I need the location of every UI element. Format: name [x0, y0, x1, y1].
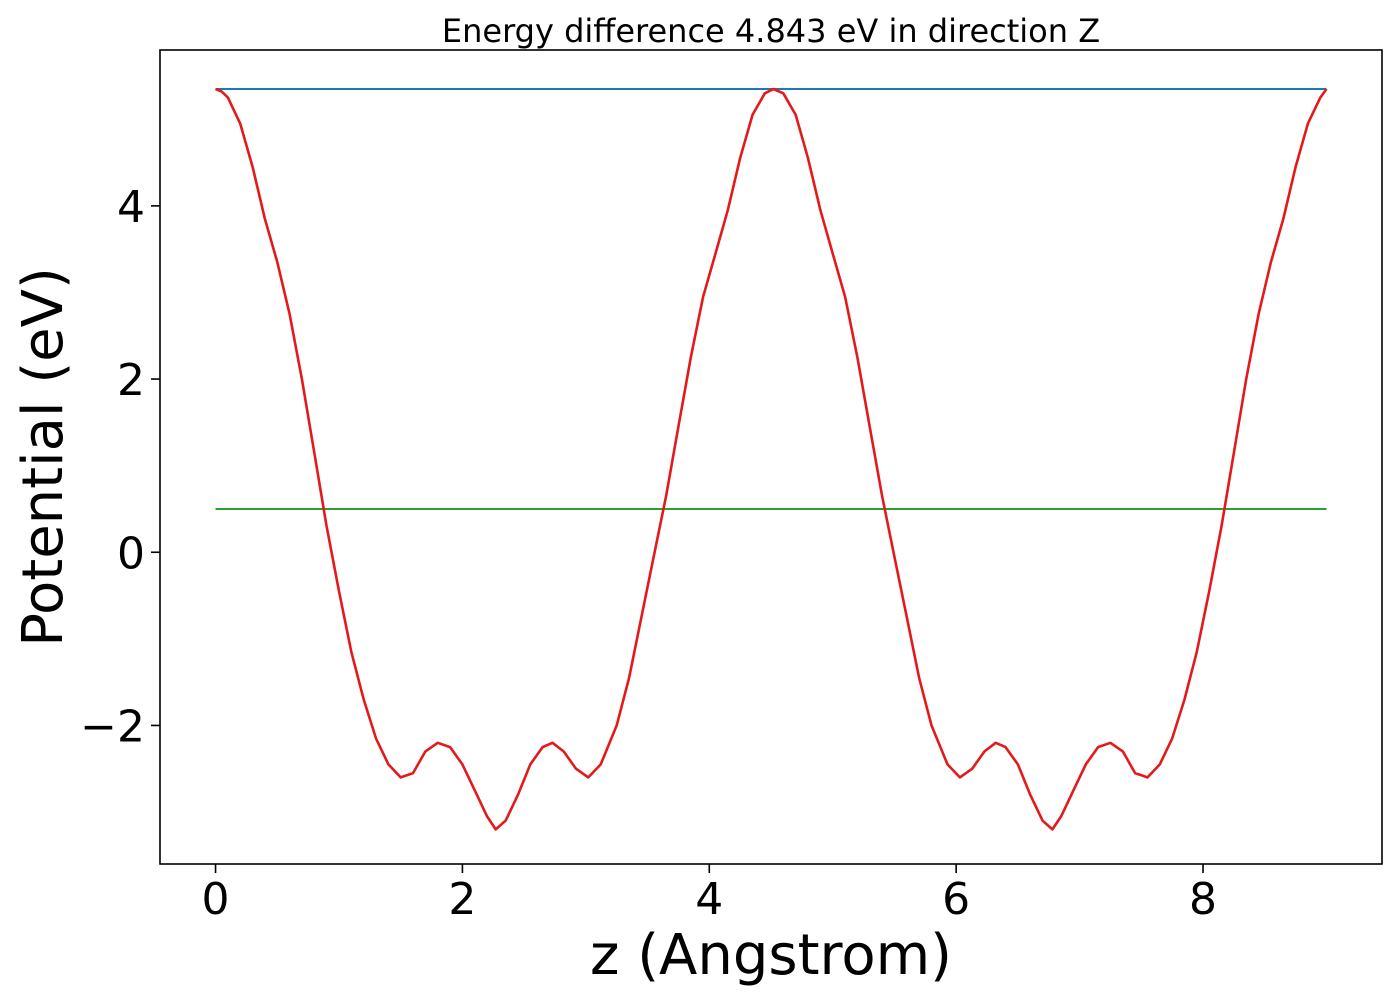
y-axis-ticks: −2 0 2 4	[80, 182, 160, 752]
y-tick-label: 2	[117, 355, 145, 406]
y-tick-label: 0	[117, 528, 145, 579]
x-tick-label: 8	[1189, 874, 1217, 925]
x-tick-label: 6	[942, 874, 970, 925]
y-tick-label: 4	[117, 182, 145, 233]
x-axis-label: z (Angstrom)	[590, 923, 952, 988]
x-tick-label: 2	[448, 874, 476, 925]
plot-area	[214, 87, 1328, 831]
x-tick-label: 0	[202, 874, 230, 925]
y-tick-label: −2	[80, 701, 145, 752]
x-axis-ticks: 0 2 4 6 8	[202, 864, 1217, 925]
series-line-2	[214, 87, 1328, 831]
chart-title: Energy difference 4.843 eV in direction …	[442, 12, 1100, 50]
y-axis-label: Potential (eV)	[11, 267, 76, 647]
x-tick-label: 4	[695, 874, 723, 925]
plot-frame	[159, 49, 1383, 865]
